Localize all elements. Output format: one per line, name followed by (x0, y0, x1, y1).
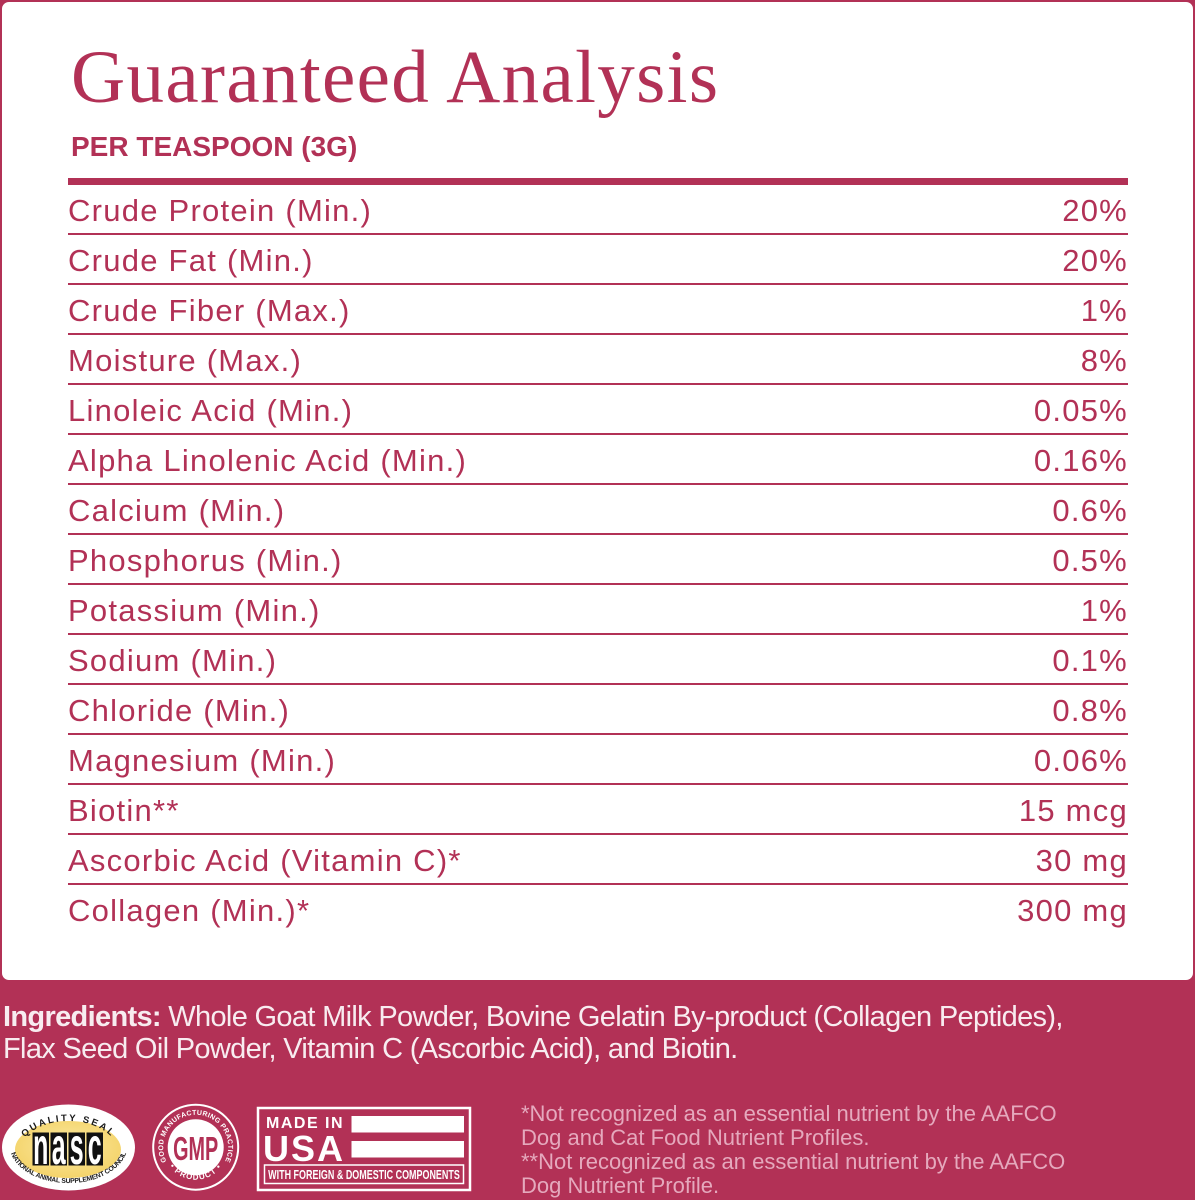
svg-text:s: s (70, 1117, 84, 1176)
svg-text:MADE IN: MADE IN (266, 1115, 344, 1132)
svg-text:QUALITY SEAL: QUALITY SEAL (19, 1113, 117, 1140)
svg-text:WITH FOREIGN & DOMESTIC COMPON: WITH FOREIGN & DOMESTIC COMPONENTS (268, 1168, 460, 1182)
svg-text:USA: USA (263, 1128, 345, 1169)
svg-text:a: a (52, 1117, 66, 1176)
svg-text:• PRODUCT •: • PRODUCT • (168, 1162, 224, 1182)
svg-text:NATIONAL ANIMAL SUPPLEMENT COU: NATIONAL ANIMAL SUPPLEMENT COUNCIL (9, 1151, 128, 1185)
svg-text:n: n (33, 1117, 48, 1176)
svg-text:c: c (88, 1117, 102, 1176)
svg-text:GMP: GMP (173, 1130, 218, 1168)
svg-text:GOOD MANUFACTURING PRACTICE: GOOD MANUFACTURING PRACTICE (158, 1110, 233, 1164)
